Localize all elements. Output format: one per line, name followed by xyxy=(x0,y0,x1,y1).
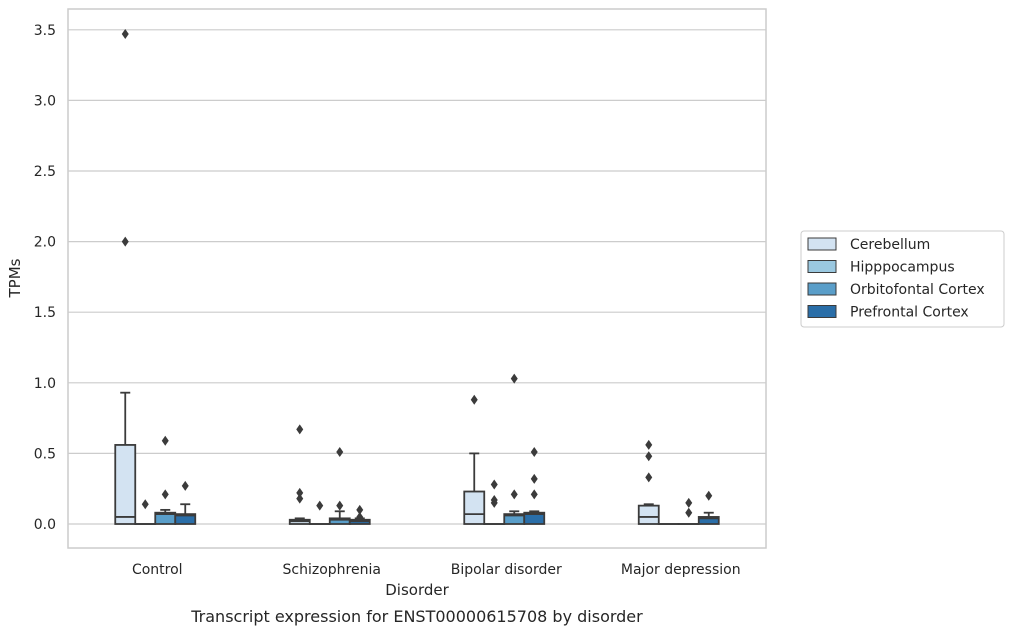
y-tick-label-4: 2.0 xyxy=(34,235,56,251)
legend-swatch-3 xyxy=(807,305,837,318)
outlier-box-2-0-0 xyxy=(161,489,169,500)
outlier-box-0-3-0 xyxy=(645,472,653,483)
outlier-box-3-1-1 xyxy=(356,504,364,515)
box-body-box-0-3 xyxy=(637,504,660,525)
box-body-box-0-0 xyxy=(114,444,137,525)
legend-label-1: Hipppocampus xyxy=(850,260,955,276)
outlier-box-3-3-0 xyxy=(705,490,713,501)
outlier-box-0-1-2 xyxy=(296,424,304,435)
outlier-box-1-2-2 xyxy=(490,479,498,490)
outlier-box-1-1-0 xyxy=(316,500,324,511)
x-tick-label-1: Schizophrenia xyxy=(283,562,381,578)
box-body-box-0-2 xyxy=(463,490,486,525)
y-tick-label-3: 1.5 xyxy=(34,305,56,321)
legend-swatch-1 xyxy=(807,260,837,273)
legend-label-0: Cerebellum xyxy=(850,237,930,253)
outlier-box-1-0-0 xyxy=(141,499,149,510)
y-tick-label-5: 2.5 xyxy=(34,164,56,180)
outlier-box-2-1-0 xyxy=(336,500,344,511)
legend-frame xyxy=(800,230,1005,328)
outlier-box-3-0-0 xyxy=(181,480,189,491)
legend-swatch-2 xyxy=(807,282,837,296)
outlier-box-1-2-1 xyxy=(490,494,498,505)
outlier-box-0-3-2 xyxy=(645,439,653,450)
box-body-box-3-3 xyxy=(697,516,720,525)
box-body-box-3-0 xyxy=(174,513,197,525)
x-axis-ticks: Control Schizophrenia Bipolar disorder Majo… xyxy=(132,562,741,578)
outlier-box-0-0-1 xyxy=(121,29,129,40)
outlier-box-2-3-0 xyxy=(685,507,693,518)
legend: Cerebellum Hipppocampus Orbitofontal Corte… xyxy=(800,230,1005,328)
plot-area-frame xyxy=(67,8,767,549)
x-tick-label-3: Major depression xyxy=(621,562,741,578)
outlier-box-3-2-0 xyxy=(530,489,538,500)
y-tick-label-0: 0.0 xyxy=(34,517,56,533)
legend-swatch-0 xyxy=(807,237,837,251)
x-tick-label-0: Control xyxy=(132,562,183,578)
y-tick-label-1: 0.5 xyxy=(34,446,56,462)
outlier-box-2-2-0 xyxy=(510,489,518,500)
plot-boxes xyxy=(114,29,720,525)
outlier-box-2-3-1 xyxy=(685,497,693,508)
outlier-box-3-2-1 xyxy=(530,473,538,484)
x-axis-title: Disorder xyxy=(385,581,449,599)
outlier-box-0-1-0 xyxy=(296,493,304,504)
y-tick-label-6: 3.0 xyxy=(34,93,56,109)
legend-label-2: Orbitofontal Cortex xyxy=(850,282,985,298)
chart-caption: Transcript expression for ENST0000061570… xyxy=(190,607,643,626)
box-body-box-3-2 xyxy=(523,511,546,525)
outlier-box-0-3-1 xyxy=(645,451,653,462)
outlier-box-3-1-0 xyxy=(356,511,364,522)
outlier-box-0-0-0 xyxy=(121,236,129,247)
outlier-box-2-1-1 xyxy=(336,446,344,457)
y-tick-label-2: 1.0 xyxy=(34,376,56,392)
outlier-box-2-0-1 xyxy=(161,435,169,446)
x-tick-label-2: Bipolar disorder xyxy=(451,562,562,578)
y-tick-label-7: 3.5 xyxy=(34,23,56,39)
outlier-box-3-2-2 xyxy=(530,446,538,457)
outlier-box-0-2-0 xyxy=(470,394,478,405)
legend-label-3: Prefrontal Cortex xyxy=(850,305,969,321)
gridlines xyxy=(68,29,766,525)
y-axis-ticks: 0.0 0.5 1.0 1.5 2.0 2.5 3.0 3.5 xyxy=(34,23,56,533)
y-axis-title: TPMs xyxy=(6,258,24,298)
outlier-box-2-2-1 xyxy=(510,373,518,384)
outlier-box-0-1-1 xyxy=(296,487,304,498)
